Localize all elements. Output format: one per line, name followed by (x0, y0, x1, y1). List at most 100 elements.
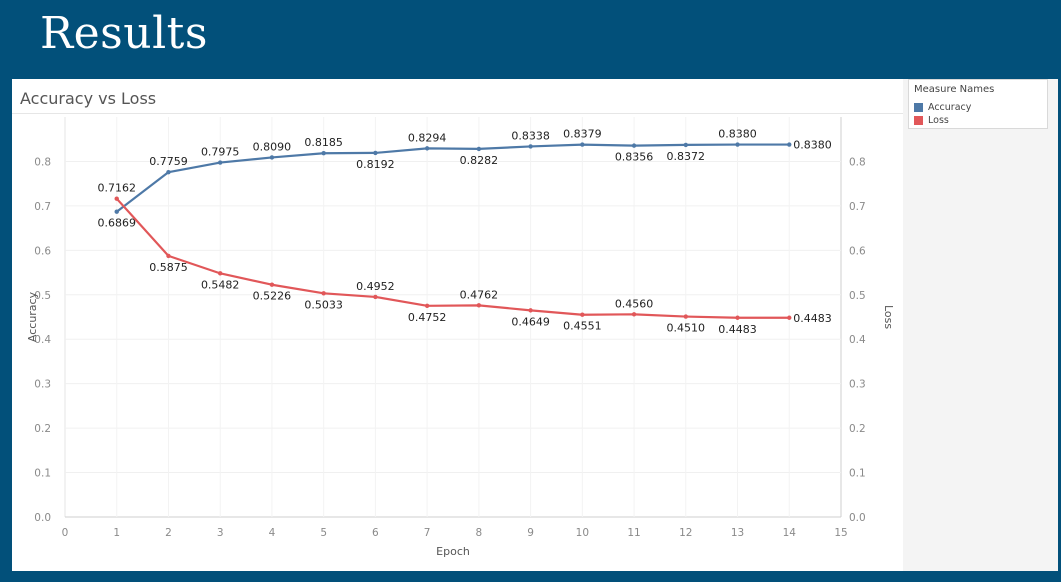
data-label-loss: 0.5482 (201, 278, 240, 291)
y-tick-label-right: 0.7 (849, 201, 866, 213)
data-point-loss (735, 315, 740, 320)
x-tick-label: 13 (731, 527, 744, 539)
data-point-accuracy (580, 142, 585, 147)
chart-title-divider (12, 113, 903, 114)
legend-item-accuracy[interactable]: Accuracy (914, 102, 971, 113)
data-label-loss: 0.4952 (356, 280, 395, 293)
data-point-accuracy (424, 146, 430, 151)
legend-label-accuracy: Accuracy (928, 102, 972, 113)
x-tick-label: 14 (783, 527, 797, 539)
data-point-loss (424, 303, 430, 308)
data-label-accuracy: 0.8380 (793, 139, 832, 152)
data-point-loss (321, 291, 326, 296)
x-axis-title: Epoch (436, 545, 470, 558)
data-label-accuracy: 0.8090 (253, 140, 292, 153)
x-tick-label: 1 (113, 527, 120, 539)
line-chart[interactable]: 0.0 0.0 0.1 0.1 0.2 0.2 0.3 0.3 0.4 0.4 0.5 0.5 0.6 0… (12, 79, 903, 571)
x-tick-label: 8 (476, 527, 483, 539)
data-label-accuracy: 0.8192 (356, 158, 395, 171)
data-point-loss (166, 253, 171, 259)
y-tick-label-right: 0.5 (849, 290, 866, 302)
bottom-bar (0, 571, 1061, 582)
y-tick-label-left: 0.8 (34, 156, 51, 168)
data-point-loss (580, 312, 585, 317)
data-point-accuracy (787, 142, 792, 147)
data-point-accuracy (528, 144, 533, 149)
legend-title: Measure Names (914, 84, 995, 95)
data-label-accuracy: 0.6869 (97, 217, 136, 230)
y-tick-label-right: 0.2 (849, 423, 866, 435)
y-tick-label-left: 0.5 (34, 290, 51, 302)
data-label-loss: 0.5875 (149, 261, 188, 274)
data-point-loss (631, 312, 637, 317)
data-point-accuracy (631, 143, 637, 148)
y-tick-label-right: 0.4 (849, 334, 866, 346)
x-tick-label: 15 (834, 527, 847, 539)
data-label-loss: 0.7162 (97, 182, 136, 195)
legend-swatch-accuracy (914, 103, 923, 112)
y-tick-label-right: 0.0 (849, 512, 866, 524)
data-point-accuracy (218, 160, 223, 165)
data-label-loss: 0.4752 (408, 311, 447, 324)
y-tick-label-right: 0.1 (849, 468, 866, 480)
slide-title: Results (40, 8, 208, 59)
y-tick-label-left: 0.4 (34, 334, 51, 346)
y-axis-title-right: Loss (882, 305, 895, 329)
data-point-accuracy (114, 209, 119, 214)
x-tick-label: 5 (320, 527, 327, 539)
data-label-accuracy: 0.8338 (511, 129, 550, 142)
chart-card: Accuracy vs Loss 0.0 0.0 0.1 0.1 0.2 0.2 0.3 0.… (12, 79, 903, 571)
data-label-accuracy: 0.8380 (718, 128, 757, 141)
legend-item-loss[interactable]: Loss (914, 115, 949, 126)
data-label-loss: 0.4483 (718, 323, 757, 336)
data-label-accuracy: 0.7975 (201, 146, 240, 159)
x-tick-label: 9 (527, 527, 534, 539)
data-label-accuracy: 0.8356 (615, 151, 654, 164)
legend-swatch-loss (914, 116, 923, 125)
x-tick-label: 2 (165, 527, 172, 539)
chart-title: Accuracy vs Loss (20, 89, 157, 108)
y-axis-title-left: Accuracy (26, 291, 39, 342)
y-tick-label-right: 0.6 (849, 245, 866, 257)
data-label-accuracy: 0.8282 (460, 154, 499, 167)
data-label-loss: 0.4551 (563, 320, 602, 333)
y-tick-label-left: 0.3 (34, 379, 51, 391)
data-label-loss: 0.5226 (253, 290, 292, 303)
data-label-loss: 0.4510 (667, 322, 706, 335)
data-label-loss: 0.4483 (793, 312, 832, 325)
data-point-accuracy (683, 142, 688, 148)
data-label-loss: 0.4762 (460, 288, 499, 301)
data-label-loss: 0.5033 (304, 298, 343, 311)
data-point-loss (476, 303, 482, 308)
data-point-loss (269, 282, 275, 287)
dashboard-panel: Accuracy vs Loss 0.0 0.0 0.1 0.1 0.2 0.2 0.3 0.… (12, 79, 1058, 571)
y-tick-label-left: 0.0 (34, 512, 51, 524)
data-point-loss (528, 308, 533, 313)
data-point-accuracy (321, 151, 326, 156)
data-point-loss (114, 196, 119, 201)
legend: Measure Names Accuracy Loss (908, 79, 1048, 129)
x-tick-label: 10 (576, 527, 589, 539)
data-label-accuracy: 0.8372 (667, 150, 706, 163)
data-label-accuracy: 0.8185 (304, 136, 343, 149)
data-point-accuracy (166, 169, 171, 175)
y-tick-label-left: 0.2 (34, 423, 51, 435)
data-point-loss (218, 271, 223, 276)
series-line-accuracy (116, 143, 790, 213)
y-tick-label-right: 0.8 (849, 156, 866, 168)
y-tick-label-left: 0.6 (34, 245, 51, 257)
data-label-accuracy: 0.8379 (563, 128, 602, 141)
data-point-accuracy (269, 155, 275, 160)
y-tick-label-left: 0.7 (34, 201, 51, 213)
data-point-accuracy (735, 142, 740, 147)
data-label-loss: 0.4649 (511, 315, 550, 328)
data-point-loss (373, 294, 378, 300)
x-tick-label: 12 (679, 527, 692, 539)
data-label-accuracy: 0.8294 (408, 131, 447, 144)
y-tick-label-left: 0.1 (34, 468, 51, 480)
series-line-loss (115, 197, 790, 319)
data-point-loss (787, 315, 792, 320)
data-point-loss (683, 314, 688, 319)
x-tick-label: 0 (62, 527, 69, 539)
